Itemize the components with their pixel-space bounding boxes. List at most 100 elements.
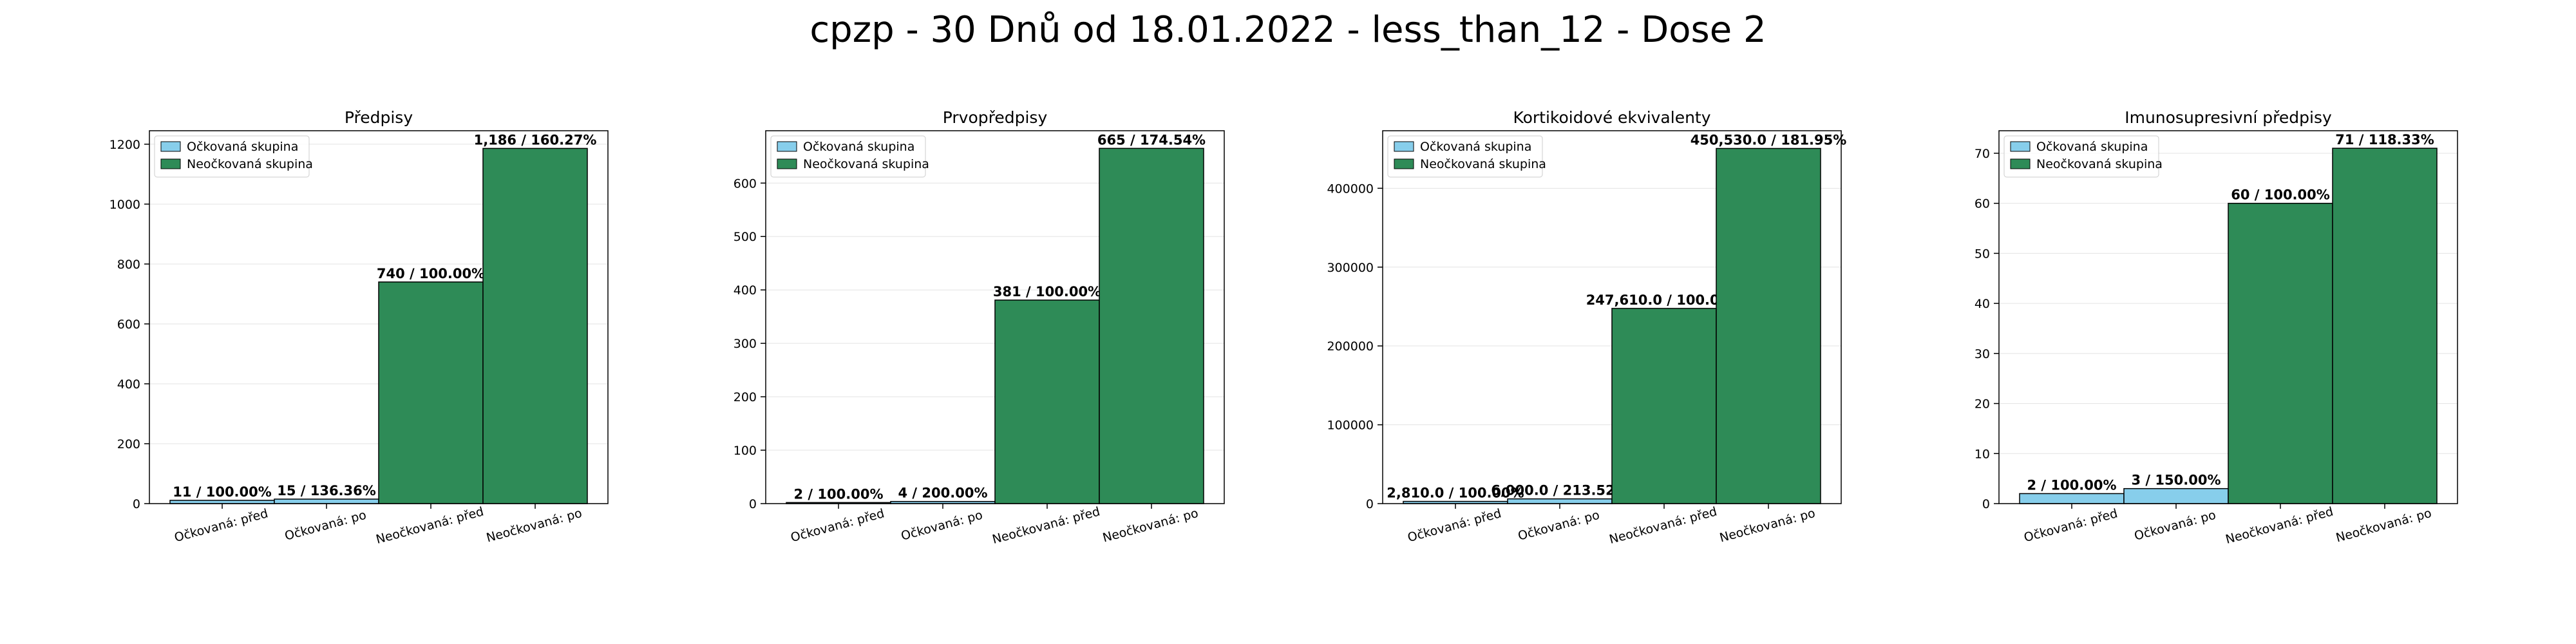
x-tick-label: Očkovaná: před (173, 506, 269, 545)
chart-2: 0 100 200 300 400 500 600 2 / 100.00% Očkovaná: … (734, 108, 1225, 547)
y-tick-label: 50 (1975, 247, 1990, 261)
y-tick-label: 40 (1975, 297, 1990, 311)
legend-entry: Očkovaná skupina (1420, 140, 1531, 154)
bar-3 (1611, 308, 1717, 504)
y-tick-label: 0 (749, 497, 757, 511)
y-tick-label: 1200 (109, 138, 140, 152)
data-label: 2,810.0 / 100.00% (1387, 486, 1524, 501)
data-label: 4 / 200.00% (898, 486, 988, 501)
figure-title: cpzp - 30 Dnů od 18.01.2022 - less_than_… (810, 9, 1766, 51)
axes-frame (1382, 130, 1842, 504)
chart-4: 0 10 20 30 40 50 60 70 2 / 100.00% Očkovaná: před… (1975, 108, 2458, 547)
y-tick-label: 200 (734, 390, 757, 404)
bar-4 (1099, 147, 1204, 504)
x-tick-label: Očkovaná: po (1517, 508, 1601, 544)
x-tick-label: Neočkovaná: před (374, 504, 485, 547)
chart-3: 0 100000 200000 300000 400000 2,810.0 / 100.0… (1327, 108, 1846, 547)
y-tick-label: 70 (1975, 147, 1990, 161)
bar-2 (274, 498, 379, 504)
y-tick-label: 100 (734, 444, 757, 458)
chart-title: Kortikoidové ekvivalenty (1513, 108, 1710, 127)
x-tick-label: Neočkovaná: po (2334, 506, 2433, 545)
legend-swatch (1394, 141, 1414, 152)
legend-entry: Očkovaná skupina (187, 140, 298, 154)
y-tick-label: 400 (734, 283, 757, 298)
y-tick-label: 400 (117, 377, 140, 392)
chart-title: Předpisy (345, 108, 413, 127)
legend-box (2003, 135, 2159, 178)
x-tick-label: Neočkovaná: před (1607, 504, 1718, 547)
chart-title: Imunosupresivní předpisy (2125, 108, 2332, 127)
legend-entry: Neočkovaná skupina (187, 157, 313, 171)
y-tick-label: 600 (734, 176, 757, 191)
y-tick-label: 10 (1975, 447, 1990, 461)
data-label: 15 / 136.36% (277, 483, 376, 498)
data-label: 6,000.0 / 213.52% (1491, 483, 1628, 498)
data-label: 450,530.0 / 181.95% (1690, 133, 1847, 148)
legend-swatch (777, 158, 797, 169)
legend-entry: Očkovaná skupina (803, 140, 914, 154)
legend-box (770, 135, 926, 178)
y-tick-label: 1000 (109, 198, 140, 212)
x-tick-label: Očkovaná: před (2022, 506, 2119, 545)
chart-title: Prvopředpisy (943, 108, 1048, 127)
legend-box (154, 135, 310, 178)
y-tick-label: 200000 (1327, 339, 1374, 354)
x-tick-label: Očkovaná: před (789, 506, 886, 545)
axes-frame (149, 130, 609, 504)
data-label: 71 / 118.33% (2335, 132, 2434, 147)
bar-3 (994, 299, 1100, 504)
y-tick-label: 60 (1975, 197, 1990, 211)
y-tick-label: 300 (734, 337, 757, 351)
bar-1 (2019, 493, 2125, 504)
y-tick-label: 500 (734, 230, 757, 244)
data-label: 11 / 100.00% (173, 484, 272, 500)
y-tick-label: 0 (1982, 497, 1990, 511)
y-tick-label: 100000 (1327, 419, 1374, 433)
legend-entry: Neočkovaná skupina (803, 157, 929, 171)
legend-swatch (160, 141, 181, 152)
bar-3 (378, 281, 484, 504)
legend: Očkovaná skupina Neočkovaná skupina (154, 135, 313, 178)
legend-swatch (160, 158, 181, 169)
y-tick-label: 300000 (1327, 261, 1374, 275)
chart-1: 0 200 400 600 800 1000 1200 11 / 100.00% Očkovan… (109, 108, 609, 547)
legend-swatch (1394, 158, 1414, 169)
axes-frame (1998, 130, 2458, 504)
x-tick-label: Neočkovaná: po (1718, 506, 1817, 545)
data-label: 740 / 100.00% (377, 266, 485, 281)
bar-4 (2332, 147, 2438, 504)
data-label: 2 / 100.00% (2027, 477, 2117, 493)
data-label: 1,186 / 160.27% (474, 132, 597, 147)
data-label: 665 / 174.54% (1097, 132, 1206, 147)
x-tick-label: Neočkovaná: po (1101, 506, 1200, 545)
y-tick-label: 600 (117, 317, 140, 332)
axes-frame (765, 130, 1225, 504)
y-tick-label: 0 (1366, 497, 1374, 511)
data-label: 381 / 100.00% (993, 284, 1101, 299)
bar-4 (1716, 147, 1821, 504)
x-tick-label: Neočkovaná: před (990, 504, 1101, 547)
bar-4 (482, 147, 588, 504)
data-label: 60 / 100.00% (2231, 187, 2330, 203)
legend: Očkovaná skupina Neočkovaná skupina (770, 135, 929, 178)
legend-entry: Očkovaná skupina (2036, 140, 2148, 154)
y-tick-label: 20 (1975, 397, 1990, 412)
legend-swatch (777, 141, 797, 152)
y-tick-label: 400000 (1327, 182, 1374, 196)
legend-entry: Neočkovaná skupina (1420, 157, 1546, 171)
y-tick-label: 30 (1975, 347, 1990, 361)
y-tick-label: 0 (133, 497, 140, 511)
data-label: 2 / 100.00% (794, 486, 884, 502)
x-tick-label: Očkovaná: před (1406, 506, 1502, 545)
bar-1 (169, 500, 275, 504)
y-tick-label: 800 (117, 258, 140, 272)
x-tick-label: Neočkovaná: před (2224, 504, 2334, 547)
legend: Očkovaná skupina Neočkovaná skupina (1387, 135, 1546, 178)
bar-2 (2123, 488, 2229, 504)
x-tick-label: Očkovaná: po (283, 508, 368, 544)
legend: Očkovaná skupina Neočkovaná skupina (2003, 135, 2163, 178)
x-tick-label: Očkovaná: po (2133, 508, 2217, 544)
x-tick-label: Neočkovaná: po (485, 506, 583, 545)
